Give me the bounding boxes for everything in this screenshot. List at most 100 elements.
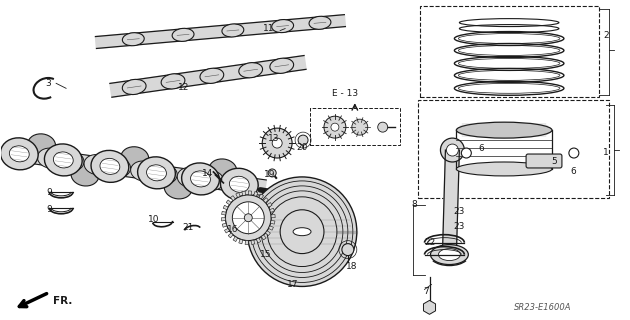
Text: 7: 7 — [423, 287, 430, 296]
Polygon shape — [270, 208, 275, 212]
Circle shape — [447, 144, 459, 156]
Text: 12: 12 — [178, 83, 189, 92]
Polygon shape — [248, 191, 251, 195]
Polygon shape — [221, 218, 226, 221]
Circle shape — [342, 244, 354, 256]
Polygon shape — [239, 239, 243, 244]
Text: 6: 6 — [570, 167, 576, 176]
Text: 5: 5 — [551, 157, 557, 166]
Polygon shape — [270, 220, 275, 224]
Polygon shape — [256, 238, 261, 243]
Text: 22: 22 — [424, 238, 435, 247]
Ellipse shape — [161, 74, 185, 89]
Polygon shape — [223, 205, 228, 210]
Polygon shape — [245, 241, 248, 244]
Circle shape — [232, 202, 264, 234]
Text: 23: 23 — [454, 222, 465, 231]
Text: 3: 3 — [45, 79, 51, 88]
Text: 14: 14 — [202, 169, 213, 179]
Ellipse shape — [28, 134, 55, 156]
Ellipse shape — [147, 165, 166, 181]
Ellipse shape — [229, 176, 249, 192]
Polygon shape — [226, 200, 231, 205]
Polygon shape — [222, 223, 227, 227]
Ellipse shape — [58, 151, 84, 171]
FancyBboxPatch shape — [420, 6, 598, 97]
Circle shape — [262, 128, 292, 158]
Ellipse shape — [100, 158, 120, 174]
Polygon shape — [224, 228, 229, 233]
Text: SR23-E1600A: SR23-E1600A — [514, 303, 571, 312]
Text: 20: 20 — [296, 142, 307, 152]
Circle shape — [248, 177, 357, 286]
Polygon shape — [265, 231, 270, 236]
Ellipse shape — [309, 16, 331, 29]
Polygon shape — [263, 198, 268, 203]
Circle shape — [324, 116, 346, 138]
Ellipse shape — [45, 144, 82, 176]
Ellipse shape — [130, 161, 156, 181]
Polygon shape — [236, 193, 240, 197]
Polygon shape — [254, 192, 258, 196]
Ellipse shape — [222, 24, 244, 37]
Text: 11: 11 — [263, 24, 274, 33]
Ellipse shape — [181, 163, 219, 195]
Polygon shape — [95, 15, 345, 48]
Text: 19: 19 — [265, 171, 276, 180]
Circle shape — [280, 210, 324, 253]
Polygon shape — [442, 150, 459, 255]
Circle shape — [244, 214, 252, 222]
Circle shape — [268, 169, 276, 177]
Ellipse shape — [105, 157, 130, 178]
Circle shape — [461, 148, 471, 158]
Ellipse shape — [220, 168, 258, 200]
Circle shape — [298, 135, 308, 145]
Polygon shape — [251, 240, 255, 244]
FancyBboxPatch shape — [310, 108, 399, 145]
Circle shape — [267, 197, 337, 267]
Polygon shape — [268, 226, 273, 230]
Circle shape — [272, 138, 282, 148]
Polygon shape — [228, 233, 233, 238]
Polygon shape — [222, 211, 226, 215]
Text: 15: 15 — [260, 250, 271, 259]
Ellipse shape — [209, 159, 237, 181]
Polygon shape — [271, 214, 275, 218]
Ellipse shape — [172, 28, 194, 41]
Circle shape — [352, 119, 368, 135]
Text: 16: 16 — [227, 225, 238, 234]
Polygon shape — [5, 144, 266, 196]
Text: 6: 6 — [478, 144, 484, 153]
Polygon shape — [259, 194, 263, 199]
Ellipse shape — [54, 152, 73, 168]
Text: 8: 8 — [411, 200, 418, 209]
Polygon shape — [261, 235, 266, 240]
Polygon shape — [233, 236, 238, 242]
Ellipse shape — [438, 249, 461, 260]
Ellipse shape — [84, 155, 110, 175]
Ellipse shape — [9, 146, 29, 162]
Ellipse shape — [430, 244, 468, 265]
Circle shape — [226, 195, 271, 241]
Ellipse shape — [239, 63, 263, 78]
Ellipse shape — [71, 164, 99, 186]
Ellipse shape — [11, 145, 37, 164]
Ellipse shape — [177, 167, 203, 188]
Ellipse shape — [137, 157, 175, 189]
Ellipse shape — [91, 150, 129, 182]
Text: 10: 10 — [148, 215, 159, 224]
Ellipse shape — [121, 147, 149, 169]
Text: 13: 13 — [268, 133, 280, 143]
Text: 2: 2 — [603, 31, 609, 40]
Ellipse shape — [37, 148, 63, 168]
Text: 1: 1 — [603, 148, 609, 156]
Ellipse shape — [200, 68, 224, 84]
Ellipse shape — [151, 164, 177, 184]
FancyBboxPatch shape — [526, 154, 562, 168]
Text: 9: 9 — [46, 205, 52, 214]
Ellipse shape — [221, 173, 247, 194]
Ellipse shape — [456, 162, 552, 176]
Circle shape — [331, 123, 339, 131]
Polygon shape — [231, 196, 235, 201]
Text: 17: 17 — [287, 280, 299, 289]
